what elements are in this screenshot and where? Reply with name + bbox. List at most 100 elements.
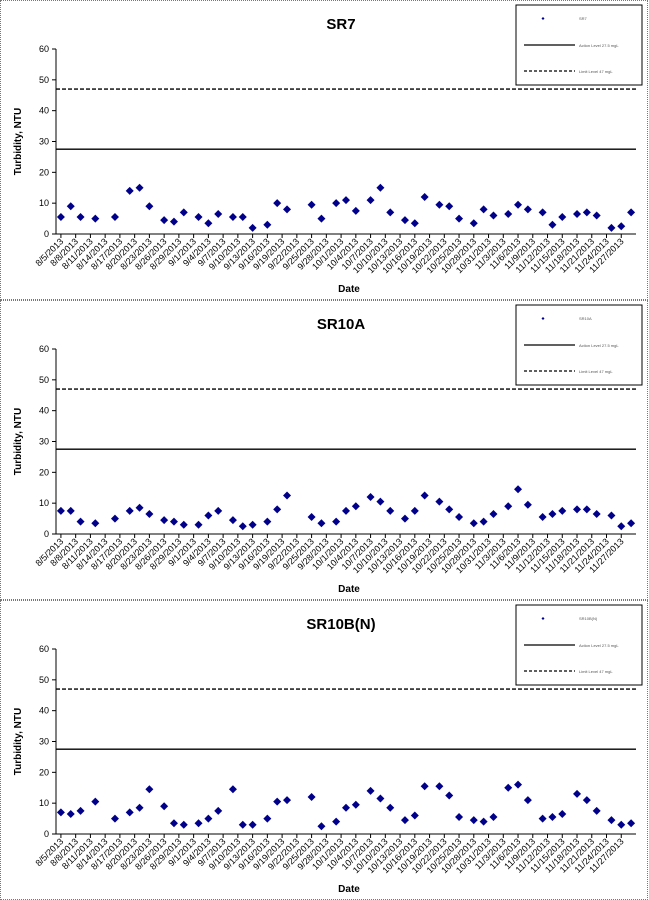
y-tick-label: 30: [39, 437, 49, 447]
legend-box: [515, 4, 643, 86]
data-point: [273, 199, 282, 208]
y-tick-label: 20: [39, 167, 49, 177]
data-point: [342, 506, 350, 515]
data-point: [538, 208, 547, 217]
data-point: [573, 209, 582, 218]
y-axis-label: Turbidity, NTU: [13, 108, 24, 175]
data-point: [573, 505, 582, 514]
data-point: [592, 806, 601, 815]
y-tick-label: 60: [39, 44, 49, 54]
data-point: [283, 796, 292, 805]
data-point: [238, 522, 247, 531]
y-tick-label: 10: [39, 198, 49, 208]
data-point: [523, 500, 532, 509]
data-point: [307, 513, 316, 522]
data-point: [582, 208, 591, 217]
y-tick-label: 30: [39, 137, 49, 147]
data-point: [400, 514, 409, 523]
data-point: [76, 213, 85, 222]
data-point: [386, 208, 395, 217]
y-tick-label: 50: [39, 675, 49, 685]
chart-title: SR10A: [317, 316, 366, 333]
data-point: [91, 519, 100, 528]
y-tick-label: 40: [39, 406, 49, 416]
data-point: [435, 200, 444, 209]
data-point: [627, 208, 636, 217]
y-tick-label: 40: [39, 706, 49, 716]
y-tick-label: 30: [39, 737, 49, 747]
data-point: [342, 196, 350, 205]
legend-label: Limit Level 47 mgL: [579, 369, 613, 374]
data-point: [445, 505, 454, 514]
data-point: [179, 820, 188, 829]
data-point: [592, 509, 601, 518]
y-tick-label: 60: [39, 644, 49, 654]
data-point: [169, 819, 178, 828]
data-point: [76, 806, 85, 815]
y-tick-label: 10: [39, 498, 49, 508]
data-point: [332, 199, 341, 208]
data-point: [169, 517, 178, 526]
data-point: [228, 516, 237, 525]
data-point: [214, 209, 223, 218]
data-point: [145, 202, 154, 211]
data-point: [56, 213, 65, 222]
data-point: [410, 506, 419, 515]
data-point: [573, 789, 582, 798]
data-point: [376, 794, 385, 803]
data-point: [204, 219, 213, 228]
data-point: [548, 813, 557, 822]
data-point: [366, 493, 375, 501]
data-point: [194, 520, 203, 529]
data-point: [617, 820, 626, 829]
data-point: [169, 217, 178, 226]
data-point: [273, 505, 282, 514]
data-point: [445, 791, 454, 800]
data-point: [504, 783, 513, 792]
data-point: [263, 220, 272, 229]
data-point: [204, 511, 213, 520]
data-point: [410, 219, 419, 228]
data-point: [342, 803, 350, 812]
data-point: [194, 213, 203, 222]
data-point: [283, 491, 292, 500]
y-tick-label: 50: [39, 75, 49, 85]
data-point: [263, 517, 272, 526]
data-point: [351, 800, 360, 809]
data-point: [627, 519, 636, 528]
data-point: [317, 822, 326, 831]
data-point: [548, 509, 557, 518]
data-point: [214, 506, 223, 515]
data-point: [179, 208, 188, 217]
chart-title: SR7: [326, 16, 355, 33]
data-point: [238, 213, 247, 222]
x-axis-label: Date: [338, 584, 360, 595]
data-point: [386, 506, 395, 515]
chart-panel-sr10b: SR10B(N) 0 10 20 30 40 50 60 8/5/2013 8/8/2013 8/1…: [0, 600, 648, 900]
data-point: [135, 803, 144, 812]
data-point: [56, 808, 65, 817]
data-point: [160, 216, 169, 225]
legend-label: SR7: [579, 16, 588, 21]
data-point: [582, 505, 591, 514]
y-tick-label: 60: [39, 344, 49, 354]
data-point: [627, 819, 636, 828]
y-tick-label: 20: [39, 467, 49, 477]
data-point: [538, 513, 547, 522]
data-point: [125, 186, 134, 195]
data-point: [66, 506, 75, 515]
legend: SR10A Action Level 27.5 mgL Limit Level 47…: [515, 304, 643, 386]
data-point: [607, 223, 616, 232]
y-tick-label: 0: [44, 829, 49, 839]
chart-svg-sr7: SR701020304050608/5/20138/8/20138/11/201…: [13, 4, 643, 295]
data-point: [617, 222, 626, 231]
data-point: [238, 820, 247, 829]
data-point: [110, 814, 119, 823]
data-point: [66, 202, 75, 211]
data-point: [400, 816, 409, 825]
data-point: [204, 814, 213, 823]
data-point: [125, 506, 134, 515]
data-point: [455, 513, 464, 522]
data-point: [317, 519, 326, 528]
data-point: [376, 183, 385, 192]
